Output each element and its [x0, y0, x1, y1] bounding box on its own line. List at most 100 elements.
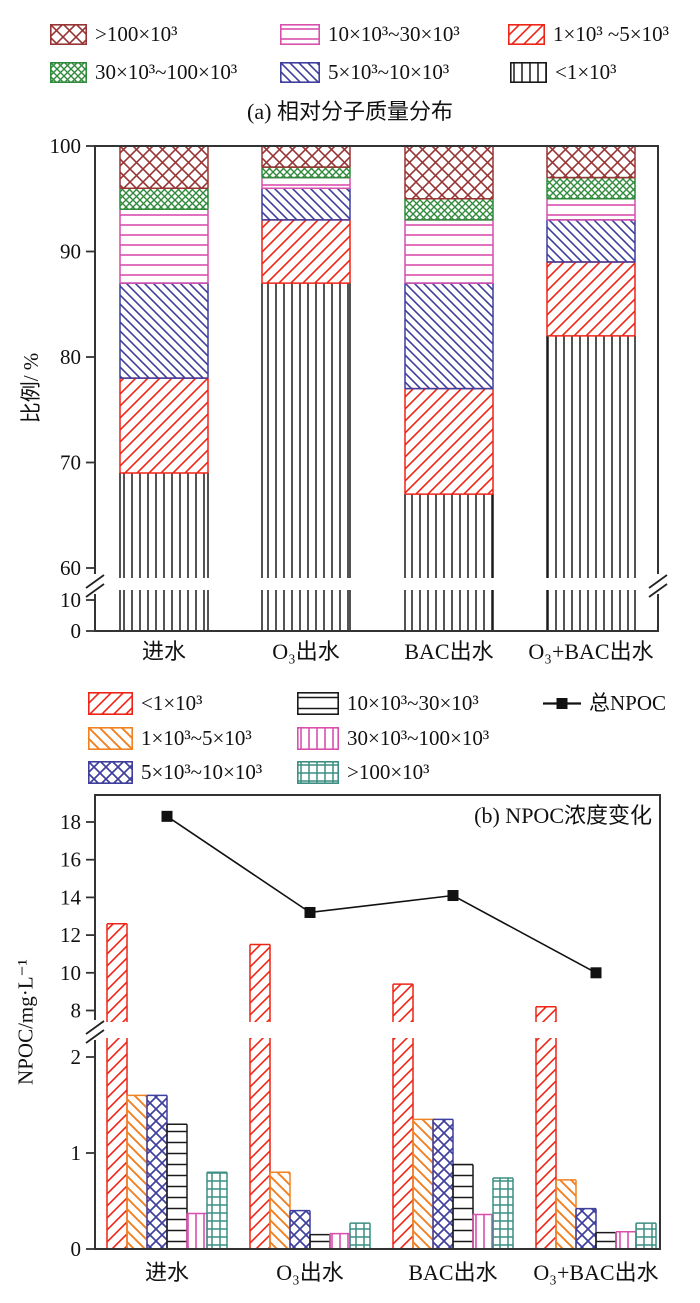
x-category-label: O₃+BAC出水 [528, 639, 653, 664]
bar-segment [636, 1223, 656, 1249]
legend-label: 30×10³~100×10³ [95, 60, 238, 84]
legend-swatch [280, 24, 320, 45]
bar-segment [310, 1234, 330, 1249]
legend-item: 5×10³~10×10³ [280, 62, 449, 83]
bar-segment [547, 590, 635, 631]
y-tick-label: 10 [60, 961, 81, 985]
bar-segment [262, 283, 350, 578]
bar-segment [262, 146, 350, 168]
legend-item: <1×10³ [88, 692, 202, 715]
legend-label: 总NPOC [589, 691, 667, 715]
bar-segment [536, 1006, 556, 1022]
legend-swatch [297, 692, 339, 715]
bar-segment [120, 209, 208, 284]
legend-label: <1×10³ [555, 60, 617, 84]
bar-segment [536, 1038, 556, 1249]
y-tick-label: 16 [60, 848, 81, 872]
bar-segment [393, 984, 413, 1022]
legend-item: 30×10³~100×10³ [50, 62, 237, 83]
legend-item: 5×10³~10×10³ [88, 761, 262, 784]
y-tick-label: 70 [60, 451, 81, 475]
bar-segment [473, 1214, 493, 1249]
bar-segment [120, 378, 208, 474]
bar-segment [120, 283, 208, 379]
bar-segment [616, 1231, 636, 1249]
npoc-marker [161, 810, 173, 822]
legend-item: 1×10³ ~5×10³ [508, 24, 669, 45]
legend-item: >100×10³ [50, 24, 177, 45]
bar-segment [433, 1119, 453, 1249]
y-tick-label: 12 [60, 923, 81, 947]
bar-segment [547, 198, 635, 220]
bar-segment [207, 1172, 227, 1249]
legend-label: 1×10³ ~5×10³ [553, 22, 669, 46]
legend-item: 10×10³~30×10³ [280, 24, 460, 45]
bar-segment [405, 494, 493, 578]
grouped-bars [106, 923, 657, 1250]
y-tick-label: 14 [60, 885, 82, 909]
legend-swatch-npoc-line [543, 698, 581, 709]
axis-break-mark [85, 1020, 105, 1044]
npoc-marker [590, 967, 602, 979]
legend-swatch [88, 692, 133, 715]
bar-segment [290, 1210, 310, 1249]
axis-break-mark [85, 574, 105, 598]
panel-a-title: (a) 相对分子质量分布 [247, 99, 453, 124]
bar-segment [187, 1213, 207, 1249]
x-category-label: 进水 [142, 639, 186, 664]
legend-swatch [297, 727, 339, 750]
legend-item: >100×10³ [297, 761, 429, 784]
bar-segment [405, 146, 493, 199]
bar-segment [453, 1164, 473, 1249]
bar-segment [120, 188, 208, 210]
x-category-label: O₃+BAC出水 [533, 1260, 658, 1285]
y-tick-label: 90 [60, 240, 81, 264]
bar-segment [405, 388, 493, 495]
x-category-label: O₃出水 [272, 639, 340, 664]
legend-swatch [88, 761, 133, 784]
axis-break-mark [648, 574, 668, 598]
y-tick-label: 2 [71, 1045, 82, 1069]
bar-segment [107, 1038, 127, 1249]
y-tick-label: 18 [60, 810, 81, 834]
bar-segment [393, 1038, 413, 1249]
legend-label: 5×10³~10×10³ [141, 760, 263, 784]
x-category-label: BAC出水 [404, 639, 493, 664]
legend-swatch [280, 62, 320, 83]
legend-label: <1×10³ [141, 691, 203, 715]
bar-segment [262, 219, 350, 284]
bar-segment [596, 1232, 616, 1249]
bar-segment [493, 1177, 513, 1249]
bar-segment [330, 1233, 350, 1249]
legend-swatch [50, 24, 87, 45]
legend-label: 10×10³~30×10³ [347, 691, 479, 715]
bar-segment [405, 283, 493, 389]
y-tick-label: 0 [71, 1237, 82, 1261]
y-tick-label: 100 [50, 134, 82, 158]
legend-item: 10×10³~30×10³ [297, 692, 479, 715]
stacked-bars [119, 145, 636, 632]
bar-segment [250, 944, 270, 1022]
legend-label: 5×10³~10×10³ [328, 60, 450, 84]
y-tick-label: 60 [60, 556, 81, 580]
legend-label: 1×10³~5×10³ [141, 726, 252, 750]
legend-item: <1×10³ [510, 62, 616, 83]
panel-a-chart: 60 70 80 90 100 0 10 进水 O₃出水 BAC出水 O₃+BAC出水 [50, 134, 668, 664]
legend-swatch [88, 727, 133, 750]
npoc-marker [304, 906, 316, 918]
bar-segment [127, 1095, 147, 1249]
bar-segment [262, 590, 350, 631]
bar-segment [405, 198, 493, 220]
bar-segment [547, 335, 635, 578]
bar-segment [107, 923, 127, 1022]
bar-segment [250, 1038, 270, 1249]
bar-segment [120, 146, 208, 189]
legend-item: 30×10³~100×10³ [297, 727, 489, 750]
axes: 60 70 80 90 100 0 10 进水 O₃出水 BAC出水 O₃+BAC出水 [50, 134, 668, 664]
bar-segment [262, 188, 350, 220]
y-tick-label: 10 [60, 588, 81, 612]
legend-label: 10×10³~30×10³ [328, 22, 460, 46]
bar-segment [405, 219, 493, 284]
bar-segment [270, 1172, 290, 1249]
